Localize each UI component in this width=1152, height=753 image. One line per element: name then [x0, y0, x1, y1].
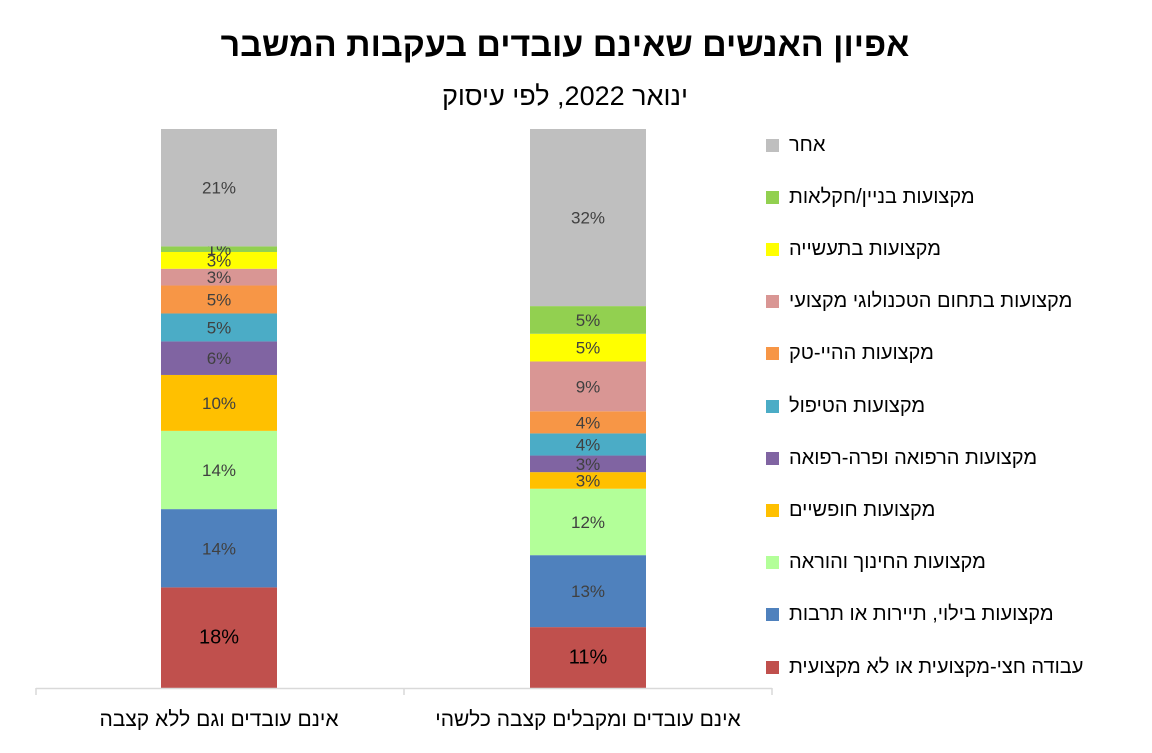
legend-item: מקצועות בילוי, תיירות או תרבות	[766, 603, 1054, 627]
bar-segment	[530, 411, 646, 434]
chart-title: אפיון האנשים שאינם עובדים בעקבות המשבר	[220, 26, 910, 64]
bar-segment	[161, 430, 277, 510]
legend-item: מקצועות בניין/חקלאות	[766, 185, 975, 209]
data-label: 10%	[202, 394, 236, 413]
data-label: 3%	[207, 268, 232, 287]
bar-segment	[530, 472, 646, 489]
data-label: 9%	[576, 377, 601, 396]
bar-segment	[530, 555, 646, 628]
legend-item: מקצועות בתעשייה	[766, 237, 941, 261]
legend-label: מקצועות הרפואה ופרה-רפואה	[789, 446, 1038, 469]
legend-item: מקצועות חופשיים	[766, 498, 935, 522]
legend-item: מקצועות החינוך והוראה	[766, 551, 986, 575]
data-label: 14%	[202, 539, 236, 558]
bar-segment	[530, 129, 646, 307]
legend-item: עבודה חצי-מקצועית או לא מקצועית	[766, 655, 1083, 679]
bar-segment	[530, 333, 646, 362]
bar-segment	[161, 268, 277, 286]
legend-label: מקצועות בתעשייה	[789, 237, 941, 260]
data-label: 14%	[202, 461, 236, 480]
data-label: 4%	[576, 435, 601, 454]
legend-swatch	[766, 190, 779, 204]
legend-label: מקצועות החינוך והוראה	[789, 551, 986, 574]
legend-swatch	[766, 451, 779, 465]
legend-swatch	[766, 608, 779, 622]
x-tick-label: אינם עובדים וגם ללא קצבה	[99, 708, 338, 731]
data-label: 6%	[207, 349, 232, 368]
legend-label: מקצועות חופשיים	[789, 498, 936, 521]
bars-layer: 11%13%12%3%3%4%4%9%5%5%32%18%14%14%10%6%…	[161, 129, 646, 688]
bar-segment	[161, 587, 277, 688]
legend-label: עבודה חצי-מקצועית או לא מקצועית	[789, 655, 1084, 678]
bar-segment	[161, 246, 277, 252]
legend-item: מקצועות הטיפול	[766, 394, 925, 418]
bar-segment	[161, 285, 277, 314]
legend-item: מקצועות הרפואה ופרה-רפואה	[766, 446, 1037, 470]
data-label: 5%	[207, 318, 232, 337]
bar-segment	[161, 374, 277, 431]
legend-label: מקצועות הטיפול	[789, 394, 926, 417]
legend-swatch	[766, 242, 779, 256]
data-label: 18%	[199, 627, 239, 649]
bar-segment	[161, 509, 277, 588]
bar-segment	[530, 455, 646, 473]
legend-swatch	[766, 347, 779, 361]
data-label: 11%	[569, 647, 608, 669]
legend-item: אחר	[766, 133, 825, 157]
data-label: 3%	[207, 251, 232, 270]
legend-item: מקצועות ההיי-טק	[766, 342, 934, 366]
legend-label: מקצועות ההיי-טק	[789, 342, 934, 365]
legend-label: מקצועות בילוי, תיירות או תרבות	[789, 603, 1054, 626]
legend-label: מקצועות בתחום הטכנולוגי מקצועי	[789, 290, 1073, 313]
data-label: 32%	[571, 209, 605, 228]
legend-label: מקצועות בניין/חקלאות	[789, 185, 975, 208]
bar-segment	[161, 251, 277, 269]
legend-swatch	[766, 399, 779, 413]
bar-segment	[530, 488, 646, 556]
legend-swatch	[766, 503, 779, 517]
data-label: 5%	[576, 311, 601, 330]
legend-swatch	[766, 138, 779, 152]
data-label: 5%	[207, 290, 232, 309]
bar-segment	[161, 341, 277, 375]
bar-segment	[530, 361, 646, 412]
data-label: 3%	[576, 471, 601, 490]
legend-item: מקצועות בתחום הטכנולוגי מקצועי	[766, 290, 1072, 314]
chart-subtitle: ינואר 2022, לפי עיסוק	[441, 81, 689, 111]
bar-segment	[530, 627, 646, 688]
data-label: 12%	[571, 513, 605, 532]
legend-label: אחר	[789, 133, 826, 156]
bar-segment	[161, 129, 277, 247]
data-label: 5%	[576, 339, 601, 358]
data-label: 21%	[202, 179, 236, 198]
x-axis: אינם עובדים ומקבלים קצבה כלשהי אינם עובדי…	[35, 687, 773, 731]
bar-segment	[530, 306, 646, 334]
legend-swatch	[766, 660, 779, 674]
bar-segment	[161, 313, 277, 342]
data-label: 13%	[571, 582, 605, 601]
data-label: 4%	[576, 413, 601, 432]
legend-swatch	[766, 556, 779, 570]
bar-segment	[530, 433, 646, 456]
data-label: 3%	[576, 455, 601, 474]
legend-swatch	[766, 295, 779, 309]
x-tick-label: אינם עובדים ומקבלים קצבה כלשהי	[435, 708, 740, 731]
